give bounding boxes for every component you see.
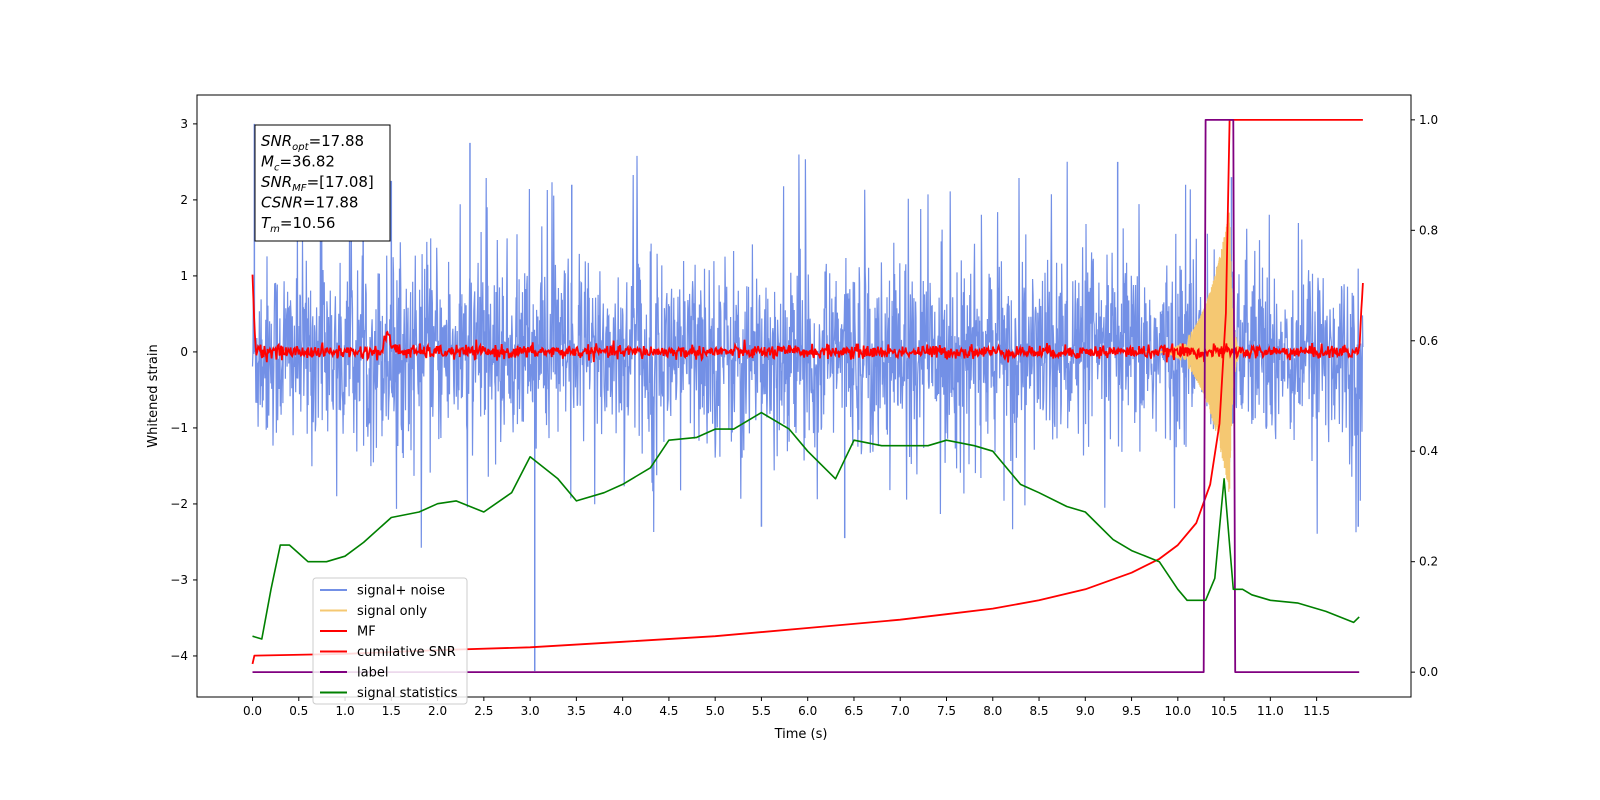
x-tick-label: 2.0 <box>428 704 447 718</box>
legend-entry: signal statistics <box>357 686 458 701</box>
x-tick-label: 3.5 <box>567 704 586 718</box>
x-tick-label: 9.0 <box>1076 704 1095 718</box>
x-tick-label: 6.5 <box>844 704 863 718</box>
annotation-line: Mc=36.82 <box>261 153 335 174</box>
x-tick-label: 8.5 <box>1029 704 1048 718</box>
x-tick-label: 11.0 <box>1257 704 1284 718</box>
series-line <box>251 274 1364 363</box>
y-tick-label: 0 <box>180 345 188 359</box>
series-line <box>251 154 1364 548</box>
y2-tick-label: 0.8 <box>1419 223 1438 237</box>
y2-tick-label: 0.0 <box>1419 665 1438 679</box>
legend-entry: signal only <box>357 604 427 619</box>
series-line <box>251 119 1363 665</box>
x-tick-label: 7.5 <box>937 704 956 718</box>
legend: signal+ noise signal only MF cumilative SNR… <box>312 577 468 705</box>
annotation-line: SNRopt=17.88 <box>261 132 364 153</box>
series-layer <box>251 119 1364 673</box>
y-tick-label: 3 <box>180 117 188 131</box>
x-tick-label: 11.5 <box>1303 704 1330 718</box>
y-tick-label: 2 <box>180 193 188 207</box>
x-tick-label: 10.0 <box>1164 704 1191 718</box>
y-tick-label: 1 <box>180 269 188 283</box>
annotation-line: SNRMF=[17.08] <box>261 173 374 194</box>
plot-frame <box>196 94 1412 698</box>
x-tick-label: 6.0 <box>798 704 817 718</box>
annotation-line: Tm=10.56 <box>261 214 335 235</box>
x-tick-label: 0.5 <box>289 704 308 718</box>
y2-tick-label: 0.4 <box>1419 444 1438 458</box>
x-tick-label: 4.0 <box>613 704 632 718</box>
y-tick-label: −1 <box>170 421 188 435</box>
y-axis-left: 3 2 1 0 −1 −2 −3 −4 <box>170 117 197 663</box>
y-axis-right: 1.0 0.8 0.6 0.4 0.2 0.0 <box>1411 113 1438 679</box>
x-tick-label: 0.0 <box>243 704 262 718</box>
x-tick-label: 5.0 <box>706 704 725 718</box>
x-axis-label: Time (s) <box>774 727 828 742</box>
series-line <box>252 119 1360 673</box>
legend-entry: label <box>357 666 388 681</box>
y-tick-label: −2 <box>170 497 188 511</box>
legend-entry: MF <box>357 625 376 640</box>
x-tick-label: 10.5 <box>1211 704 1238 718</box>
annotation-line: CSNR=17.88 <box>261 194 358 212</box>
y-tick-label: −4 <box>170 649 188 663</box>
y2-tick-label: 1.0 <box>1419 113 1438 127</box>
y2-tick-label: 0.6 <box>1419 334 1438 348</box>
x-tick-label: 1.5 <box>382 704 401 718</box>
x-tick-label: 3.0 <box>521 704 540 718</box>
x-tick-label: 2.5 <box>474 704 493 718</box>
x-tick-label: 7.0 <box>891 704 910 718</box>
series-line <box>252 411 1360 640</box>
annotation-box: SNRopt=17.88Mc=36.82SNRMF=[17.08]CSNR=17… <box>254 124 391 242</box>
legend-entry: signal+ noise <box>357 584 445 599</box>
y2-tick-label: 0.2 <box>1419 555 1438 569</box>
x-tick-label: 5.5 <box>752 704 771 718</box>
x-tick-label: 8.0 <box>983 704 1002 718</box>
x-tick-label: 4.5 <box>659 704 678 718</box>
y-tick-label: −3 <box>170 573 188 587</box>
x-tick-label: 1.0 <box>336 704 355 718</box>
y-axis-label: Whitened strain <box>146 344 161 447</box>
legend-entry: cumilative SNR <box>357 645 456 660</box>
x-tick-label: 9.5 <box>1122 704 1141 718</box>
